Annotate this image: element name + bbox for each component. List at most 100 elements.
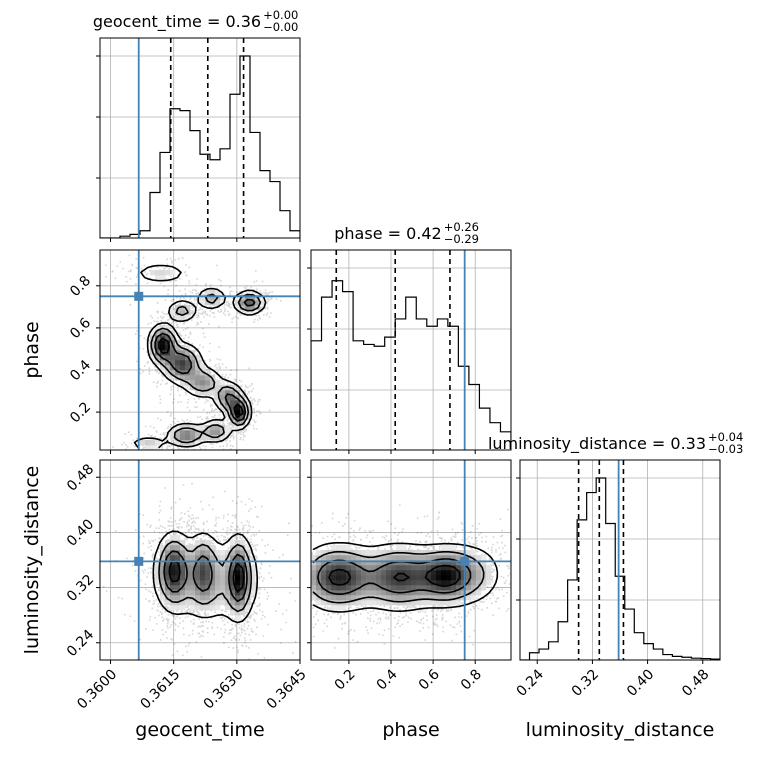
density-cell (200, 375, 206, 381)
density-cell (215, 595, 221, 601)
density-cell (180, 550, 186, 556)
density-cell (185, 385, 191, 391)
density-cell (336, 565, 342, 571)
density-cell (205, 570, 211, 576)
density-cell (321, 565, 327, 571)
density-cell (145, 440, 151, 446)
density-cell (336, 585, 342, 591)
density-cell (381, 570, 387, 576)
density-cell (336, 595, 342, 601)
density-cell (190, 565, 196, 571)
density-cell (240, 600, 246, 606)
density-cell (431, 560, 437, 566)
density-cell (200, 380, 206, 386)
density-cell (210, 560, 216, 566)
density-cell (235, 560, 241, 566)
density-cell (351, 595, 357, 601)
truth-marker (134, 291, 144, 301)
density-cell (371, 590, 377, 596)
density-cell (446, 555, 452, 561)
density-cell (245, 305, 251, 311)
density-cell (215, 380, 221, 386)
density-cell (180, 355, 186, 361)
density-cell (205, 590, 211, 596)
density-cell (431, 580, 437, 586)
density-cell (351, 580, 357, 586)
density-layer (311, 460, 511, 660)
density-cell (331, 590, 337, 596)
density-cell (225, 575, 231, 581)
density-cell (195, 540, 201, 546)
density-cell (215, 430, 221, 436)
density-cell (165, 590, 171, 596)
density-cell (341, 565, 347, 571)
density-cell (170, 310, 176, 316)
contour-line (154, 298, 256, 422)
density-cell (215, 605, 221, 611)
density-cell (175, 535, 181, 541)
density-cell (441, 585, 447, 591)
density-cell (326, 580, 332, 586)
density-cell (336, 555, 342, 561)
density-cell (195, 390, 201, 396)
density-cell (421, 600, 427, 606)
density-cell (160, 585, 166, 591)
density-cell (381, 585, 387, 591)
density-cell (361, 555, 367, 561)
density-cell (351, 585, 357, 591)
density-cell (361, 570, 367, 576)
density-cell (190, 440, 196, 446)
density-cell (346, 555, 352, 561)
density-cell (205, 375, 211, 381)
contour-line (312, 550, 485, 604)
density-cell (195, 595, 201, 601)
density-cell (190, 555, 196, 561)
density-cell (200, 605, 206, 611)
density-cell (210, 420, 216, 426)
density-cell (396, 555, 402, 561)
density-cell (195, 550, 201, 556)
density-cell (351, 590, 357, 596)
contour-line (150, 293, 262, 444)
density-cell (421, 555, 427, 561)
density-cell (205, 390, 211, 396)
density-cell (170, 360, 176, 366)
density-cell (220, 550, 226, 556)
density-cell (406, 565, 412, 571)
density-cell (145, 445, 151, 450)
density-cell (185, 585, 191, 591)
density-cell (361, 585, 367, 591)
density-cell (441, 565, 447, 571)
density-cell (210, 585, 216, 591)
density-cell (195, 380, 201, 386)
density-cell (396, 570, 402, 576)
density-cell (461, 595, 467, 601)
density-cell (351, 550, 357, 556)
density-cell (180, 435, 186, 441)
density-cell (441, 580, 447, 586)
density-cell (316, 550, 322, 556)
density-cell (225, 605, 231, 611)
density-cell (351, 565, 357, 571)
density-cell (371, 560, 377, 566)
density-cell (155, 345, 161, 351)
density-cell (175, 585, 181, 591)
density-cell (356, 570, 362, 576)
density-cell (451, 585, 457, 591)
y-axis-label: luminosity_distance (21, 466, 43, 655)
density-cell (200, 545, 206, 551)
density-cell (386, 590, 392, 596)
density-cell (215, 385, 221, 391)
density-cell (240, 605, 246, 611)
density-cell (311, 575, 317, 581)
density-cell (200, 580, 206, 586)
density-cell (466, 585, 472, 591)
density-cell (190, 365, 196, 371)
density-cell (381, 590, 387, 596)
density-cell (245, 585, 251, 591)
density-cell (200, 555, 206, 561)
density-cell (190, 560, 196, 566)
truth-marker (460, 556, 470, 566)
title-main: luminosity_distance = 0.33 (488, 434, 706, 454)
density-cell (446, 550, 452, 556)
